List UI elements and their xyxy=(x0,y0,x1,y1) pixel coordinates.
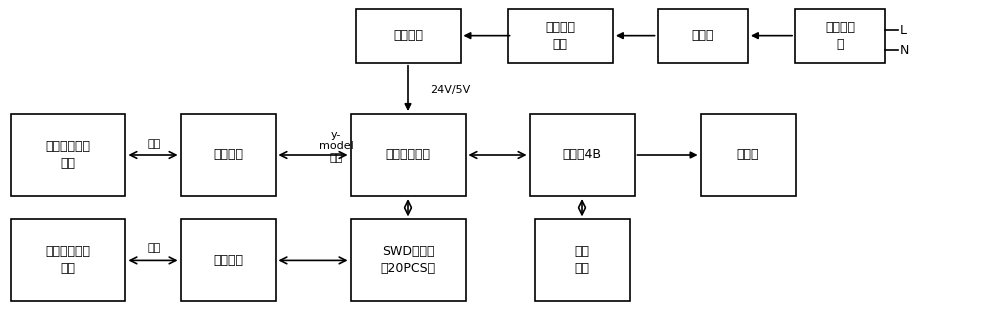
Text: 24V/5V: 24V/5V xyxy=(430,85,470,95)
Bar xyxy=(356,9,460,63)
Text: 触摸屏: 触摸屏 xyxy=(737,148,759,162)
Text: 模块接口: 模块接口 xyxy=(213,148,243,162)
Bar xyxy=(11,114,126,196)
Text: N: N xyxy=(900,44,909,57)
Text: 三合一开
关: 三合一开 关 xyxy=(825,21,855,51)
Text: 树莓派4B: 树莓派4B xyxy=(562,148,602,162)
Text: 烧录: 烧录 xyxy=(147,243,161,253)
Bar xyxy=(658,9,748,63)
Bar xyxy=(351,219,466,301)
Text: 开关电源: 开关电源 xyxy=(393,29,423,42)
Text: SWD烧录器
（20PCS）: SWD烧录器 （20PCS） xyxy=(380,246,436,275)
Text: 程序
文件: 程序 文件 xyxy=(574,246,590,275)
Bar xyxy=(700,114,796,196)
Text: 滤波器: 滤波器 xyxy=(692,29,714,42)
Bar xyxy=(180,114,276,196)
Bar xyxy=(351,114,466,196)
Bar xyxy=(180,219,276,301)
Text: 漏电保护
开关: 漏电保护 开关 xyxy=(545,21,575,51)
Text: 针板探针: 针板探针 xyxy=(213,254,243,267)
Text: y-
model
协议: y- model 协议 xyxy=(319,130,353,163)
Bar xyxy=(530,114,635,196)
Text: 升级烧录底板: 升级烧录底板 xyxy=(386,148,430,162)
Text: 载波通信单元
模块: 载波通信单元 模块 xyxy=(46,140,90,170)
Bar xyxy=(11,219,126,301)
Text: L: L xyxy=(900,24,907,37)
Bar xyxy=(508,9,612,63)
Text: 升级: 升级 xyxy=(147,139,161,149)
Bar xyxy=(795,9,885,63)
Text: 载波通信单元
模块: 载波通信单元 模块 xyxy=(46,246,90,275)
Bar xyxy=(534,219,630,301)
